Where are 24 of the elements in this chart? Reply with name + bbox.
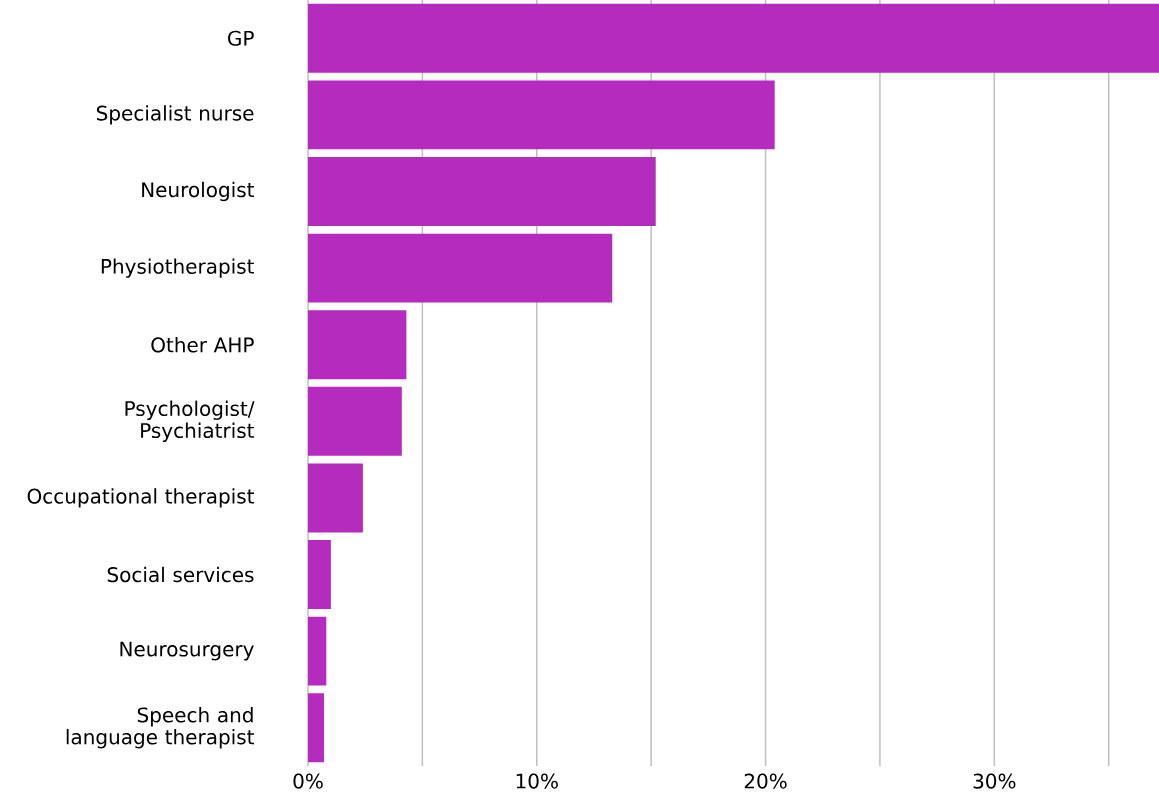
y-tick-label: Neurosurgery (120, 641, 254, 661)
x-tick-label: 10% (516, 773, 558, 789)
y-tick-label: Social services (107, 566, 254, 583)
bar (308, 310, 407, 380)
bar (308, 157, 656, 226)
bar (308, 616, 327, 686)
y-tick-label: GP (228, 30, 254, 46)
y-tick-label: Psychologist/ Psychiatrist (125, 400, 255, 442)
y-tick-label: Neurologist (142, 181, 255, 202)
y-tick-label: Other AHP (151, 336, 254, 353)
y-tick-label: Speech and language therapist (66, 707, 255, 749)
x-tick-label: 0% (293, 773, 323, 789)
bar (308, 693, 325, 763)
x-tick-label: 30% (973, 773, 1016, 789)
bar (308, 540, 331, 609)
x-tick-label: 20% (744, 773, 787, 789)
bar (308, 3, 1159, 73)
bar (308, 80, 775, 150)
y-tick-label: Specialist nurse (96, 105, 254, 125)
y-tick-label: Occupational therapist (27, 488, 255, 508)
bar (308, 463, 363, 533)
bar (308, 233, 613, 303)
bar (308, 386, 402, 456)
y-tick-label: Physiotherapist (101, 258, 255, 278)
